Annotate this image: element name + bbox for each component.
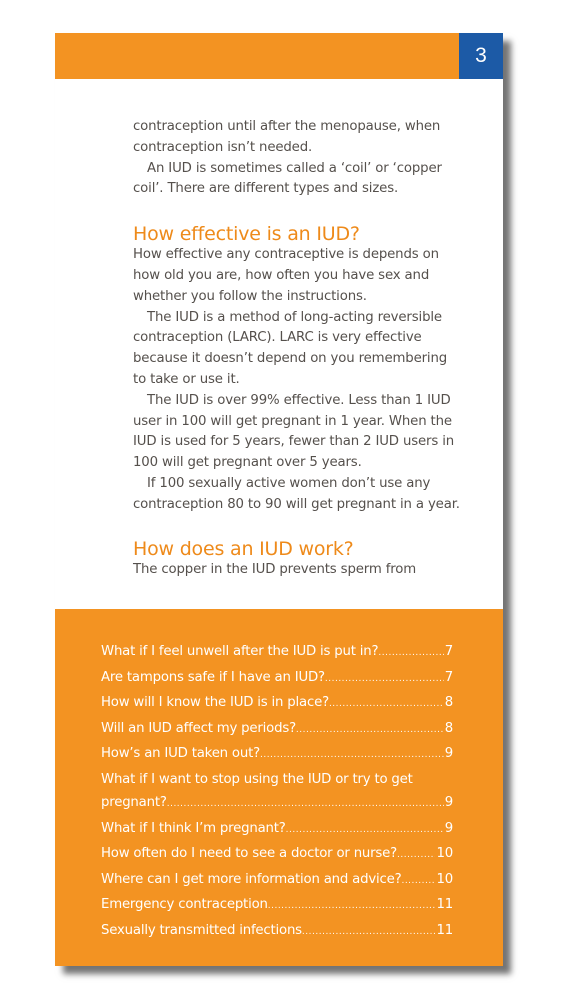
toc-leader-dots [302, 921, 436, 945]
toc-leader-dots [268, 895, 436, 919]
paragraph-work: The copper in the IUD prevents sperm fro… [133, 561, 417, 577]
toc-item-see-doctor[interactable]: How often do I need to see a doctor or n… [101, 842, 453, 868]
toc-page-number: 7 [444, 669, 453, 685]
paragraph-effective-4: If 100 sexually active women don’t use a… [133, 475, 460, 512]
toc-item-label: What if I think I’m pregnant? [101, 820, 286, 836]
toc-leader-dots [378, 642, 443, 666]
body-text: contraception until after the menopause,… [133, 117, 463, 580]
toc-item-taken-out[interactable]: How’s an IUD taken out? 9 [101, 742, 453, 768]
paragraph-continuation: contraception until after the menopause,… [133, 119, 441, 155]
paragraph-effective-1: How effective any contraceptive is depen… [133, 247, 439, 304]
paragraph-effective-3: The IUD is over 99% effective. Less than… [133, 392, 455, 471]
contents-list: What if I feel unwell after the IUD is p… [101, 640, 453, 944]
toc-item-label: Where can I get more information and adv… [101, 871, 402, 887]
toc-page-number: 9 [444, 820, 453, 836]
paragraph-effective-2: The IUD is a method of long-acting rever… [133, 309, 448, 387]
heading-how-effective: How effective is an IUD? [133, 223, 360, 246]
toc-page-number: 8 [444, 695, 453, 710]
toc-item-label: How will I know the IUD is in place? [101, 695, 329, 710]
toc-item-emergency[interactable]: Emergency contraception 11 [101, 893, 453, 919]
contents-panel: What if I feel unwell after the IUD is p… [55, 609, 503, 966]
toc-page-number: 11 [436, 922, 453, 938]
paragraph-coil: An IUD is sometimes called a ‘coil’ or ‘… [133, 160, 442, 197]
toc-item-label: Emergency contraception [101, 897, 268, 912]
toc-item-tampons[interactable]: Are tampons safe if I have an IUD? 7 [101, 666, 453, 692]
toc-page-number: 8 [444, 720, 453, 736]
header-band [55, 33, 503, 79]
toc-item-label: What if I feel unwell after the IUD is p… [101, 644, 379, 659]
toc-leader-dots [401, 870, 435, 894]
toc-item-label: How’s an IUD taken out? [101, 746, 260, 761]
toc-page-number: 11 [436, 897, 453, 912]
toc-leader-dots [296, 719, 444, 743]
toc-item-pregnant[interactable]: What if I think I’m pregnant? 9 [101, 817, 453, 843]
toc-page-number: 7 [444, 644, 453, 659]
toc-page-number: 9 [444, 746, 453, 761]
leaflet-page: 3 contraception until after the menopaus… [55, 33, 503, 966]
toc-leader-dots [329, 693, 444, 717]
toc-item-periods[interactable]: Will an IUD affect my periods? 8 [101, 717, 453, 743]
toc-leader-dots [286, 819, 444, 843]
toc-page-number: 9 [444, 795, 453, 810]
toc-page-number: 10 [436, 871, 453, 887]
toc-leader-dots [325, 668, 444, 692]
toc-leader-dots [260, 744, 444, 768]
toc-item-sti[interactable]: Sexually transmitted infections 11 [101, 919, 453, 945]
toc-item-unwell[interactable]: What if I feel unwell after the IUD is p… [101, 640, 453, 666]
toc-item-label: How often do I need to see a doctor or n… [101, 846, 397, 861]
heading-how-it-works: How does an IUD work? [133, 537, 354, 560]
toc-page-number: 10 [436, 846, 453, 861]
toc-item-stop-using[interactable]: What if I want to stop using the IUD or … [101, 768, 453, 817]
toc-leader-dots [397, 844, 435, 868]
toc-item-in-place[interactable]: How will I know the IUD is in place? 8 [101, 691, 453, 717]
toc-item-label: Will an IUD affect my periods? [101, 720, 296, 736]
toc-leader-dots [167, 793, 444, 817]
toc-item-label-line1: What if I want to stop using the IUD or … [101, 771, 413, 787]
toc-item-label: Sexually transmitted infections [101, 922, 302, 938]
toc-item-more-info[interactable]: Where can I get more information and adv… [101, 868, 453, 894]
toc-item-label: Are tampons safe if I have an IUD? [101, 669, 325, 685]
page-number: 3 [459, 33, 503, 79]
toc-item-label: pregnant? [101, 795, 167, 810]
